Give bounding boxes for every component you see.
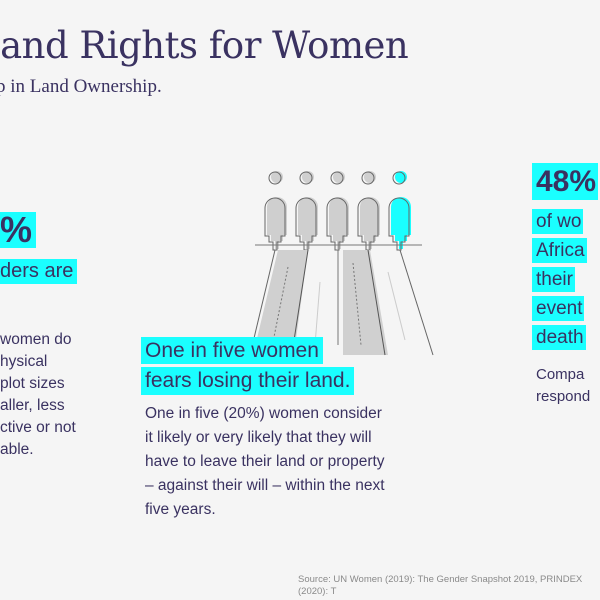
right-lead-line: their bbox=[532, 267, 575, 292]
right-body-line: Compa bbox=[536, 366, 585, 383]
center-lead-text: fears losing their land. bbox=[141, 367, 355, 395]
center-body-line: five years. bbox=[145, 501, 216, 518]
woman-figure-highlighted bbox=[388, 171, 411, 251]
left-body-line: aller, less bbox=[0, 397, 65, 414]
right-lead-line: Africa bbox=[532, 238, 587, 263]
center-lead-1: One in five women bbox=[141, 337, 323, 364]
left-body-line: plot sizes bbox=[0, 375, 65, 392]
left-body-line: ctive or not bbox=[0, 419, 76, 436]
center-lead-text: One in five women bbox=[141, 337, 323, 364]
center-body-line: – against their will – within the next bbox=[145, 477, 385, 494]
left-body: women do hysical plot sizes aller, less … bbox=[0, 329, 76, 461]
right-body-line: respond bbox=[536, 388, 591, 405]
center-body-line: have to leave their land or property bbox=[145, 453, 385, 470]
right-lead: of wo Africa their event death bbox=[532, 209, 587, 350]
right-stat-value: 48% bbox=[532, 163, 599, 200]
right-lead-line: of wo bbox=[532, 209, 584, 234]
center-body-line: it likely or very likely that they will bbox=[145, 429, 372, 446]
center-body: One in five (20%) women consider it like… bbox=[145, 402, 385, 522]
right-body: Compa respond bbox=[536, 364, 590, 408]
left-body-line: able. bbox=[0, 441, 34, 458]
left-lead-text: ders are bbox=[0, 259, 78, 284]
right-stat: 48% bbox=[532, 163, 599, 200]
left-body-line: women do bbox=[0, 331, 72, 348]
left-body-line: hysical bbox=[0, 353, 48, 370]
source-note: Source: UN Women (2019): The Gender Snap… bbox=[298, 574, 583, 597]
page-subtitle: p in Land Ownership. bbox=[0, 76, 162, 97]
right-lead-line: event bbox=[532, 296, 585, 321]
left-lead: ders are bbox=[0, 259, 78, 284]
woman-figure bbox=[295, 171, 318, 251]
woman-figure bbox=[357, 171, 380, 251]
women-figures-road-icon bbox=[250, 171, 434, 356]
left-stat-value: % bbox=[0, 212, 37, 248]
left-stat: % bbox=[0, 212, 37, 248]
right-lead-line: death bbox=[532, 325, 586, 350]
page-title: Land Rights for Women bbox=[0, 24, 409, 67]
center-lead-2: fears losing their land. bbox=[141, 367, 355, 395]
center-body-line: One in five (20%) women consider bbox=[145, 405, 382, 422]
woman-figure bbox=[326, 171, 349, 251]
woman-figure bbox=[264, 171, 287, 251]
